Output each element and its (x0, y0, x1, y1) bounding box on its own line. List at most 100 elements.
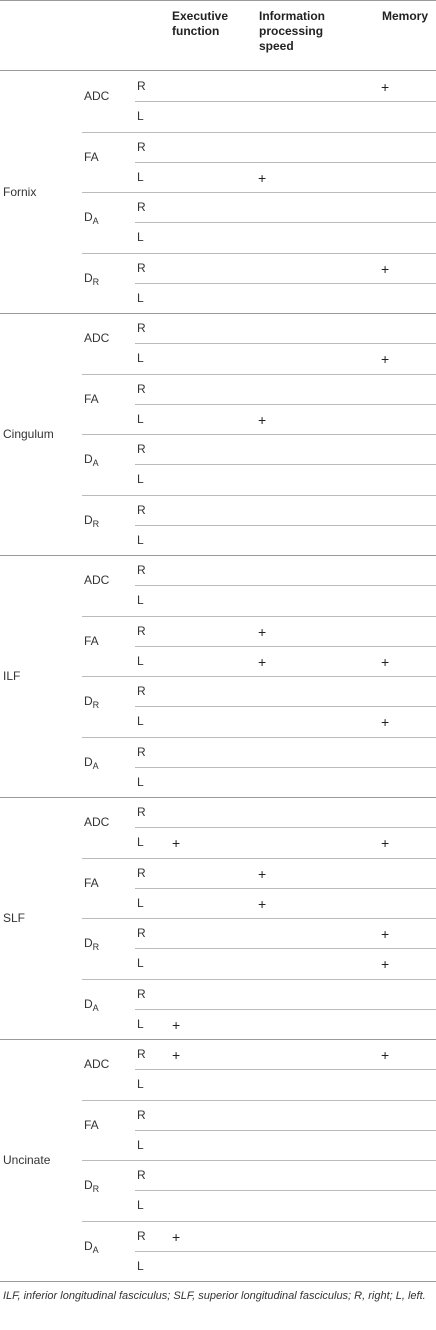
header-memory: Memory (382, 9, 429, 23)
side-label: L (137, 290, 144, 305)
side-label: R (137, 381, 146, 396)
row-divider (135, 464, 436, 465)
metric-label: DA (84, 210, 99, 227)
metric-label-text: FA (84, 149, 99, 164)
metric-label-text: D (84, 936, 93, 951)
row-divider (135, 948, 436, 949)
metric-label-text: FA (84, 391, 99, 406)
metric-label-text: D (84, 270, 93, 285)
metric-label: DR (84, 512, 100, 529)
metric-subscript: R (92, 1184, 100, 1195)
plus-mark: + (381, 835, 390, 852)
metric-label: FA (84, 876, 99, 890)
side-label: R (137, 623, 146, 638)
side-label: R (137, 865, 146, 880)
plus-mark: + (381, 260, 390, 277)
row-divider (135, 525, 436, 526)
metric-label-text: FA (84, 875, 99, 890)
metric-label-text: FA (84, 633, 99, 648)
plus-mark: + (381, 714, 390, 731)
side-label: R (137, 79, 146, 93)
row-divider (135, 1069, 436, 1070)
side-label: R (137, 986, 146, 1001)
row-divider (135, 585, 436, 586)
metric-divider (82, 1100, 436, 1101)
group-divider (0, 1039, 436, 1040)
plus-mark: + (172, 1047, 181, 1063)
table-footnote: ILF, inferior longitudinal fasciculus; S… (3, 1290, 426, 1302)
side-label: L (137, 109, 144, 124)
side-label: R (137, 805, 146, 819)
metric-divider (82, 918, 436, 919)
row-divider (135, 1190, 436, 1191)
side-label: R (137, 926, 146, 940)
metric-divider (82, 616, 436, 617)
metric-label-text: D (84, 996, 93, 1011)
metric-label-text: D (84, 512, 93, 527)
plus-mark: + (381, 79, 390, 95)
side-label: L (137, 1077, 144, 1092)
metric-label: DR (84, 694, 99, 710)
side-label: R (137, 1047, 146, 1061)
metric-divider (82, 858, 436, 859)
metric-label: ADC (84, 1057, 109, 1071)
plus-mark: + (258, 623, 267, 640)
plus-mark: + (172, 1016, 181, 1033)
side-label: L (137, 835, 144, 850)
metric-label: DR (84, 936, 100, 953)
metric-label-text: D (84, 754, 93, 769)
side-label: L (137, 1137, 144, 1152)
header-information-processing-speed: Information processing speed (259, 9, 325, 53)
metric-label: FA (84, 150, 99, 164)
metric-divider (82, 434, 436, 435)
tract-label: ILF (3, 669, 21, 683)
metric-label: DR (84, 1178, 100, 1195)
metric-label-text: D (84, 452, 93, 467)
row-divider (135, 404, 436, 405)
metric-label: FA (84, 634, 99, 648)
plus-mark: + (258, 653, 267, 670)
metric-divider (82, 1221, 436, 1222)
group-divider (0, 313, 436, 314)
plus-mark: + (381, 653, 390, 670)
metric-label: ADC (84, 573, 109, 587)
row-divider (135, 827, 436, 828)
side-label: L (137, 593, 144, 608)
side-label: L (137, 351, 144, 366)
metric-label: DA (84, 996, 99, 1013)
row-divider (135, 162, 436, 163)
metric-subscript: R (92, 518, 100, 529)
metric-label: DR (84, 270, 99, 287)
row-divider (135, 1130, 436, 1131)
side-label: R (137, 260, 146, 275)
metric-subscript: A (92, 216, 99, 227)
side-label: R (137, 139, 146, 154)
metric-divider (82, 676, 436, 677)
row-divider (135, 343, 436, 344)
row-divider (135, 706, 436, 707)
plus-mark: + (172, 1228, 181, 1245)
metric-divider (82, 495, 436, 496)
plus-mark: + (381, 956, 390, 973)
side-label: L (137, 1016, 144, 1031)
table-top-rule (0, 0, 436, 1)
metric-subscript: R (92, 942, 100, 953)
metric-divider (82, 737, 436, 738)
tract-label: Uncinate (3, 1153, 51, 1167)
metric-label: DA (84, 1238, 99, 1255)
metric-label-text: D (84, 210, 93, 225)
side-label: L (137, 714, 144, 729)
tract-label: Fornix (3, 185, 37, 199)
plus-mark: + (381, 1047, 390, 1063)
side-label: L (137, 169, 144, 184)
metric-subscript: A (92, 760, 99, 771)
side-label: L (137, 472, 144, 487)
metric-label: FA (84, 392, 99, 406)
side-label: R (137, 1228, 146, 1243)
side-label: R (137, 1107, 146, 1122)
metric-subscript: A (92, 458, 99, 469)
metric-label-text: D (84, 1238, 93, 1253)
row-divider (135, 888, 436, 889)
side-label: L (137, 653, 144, 668)
